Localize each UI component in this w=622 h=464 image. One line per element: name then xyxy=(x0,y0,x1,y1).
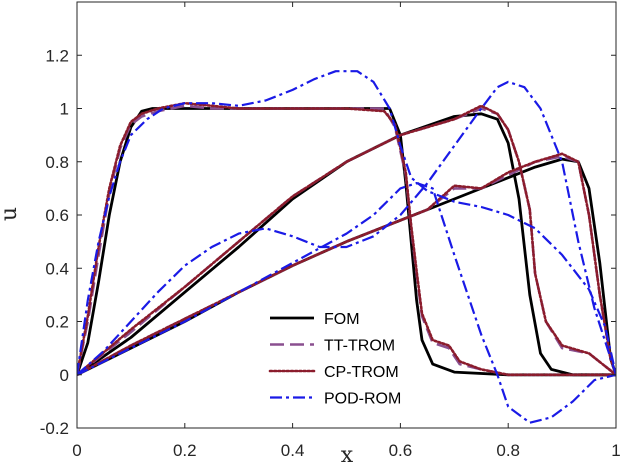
x-tick-label: 0.6 xyxy=(389,441,413,460)
y-tick-label: 1.2 xyxy=(45,46,69,65)
legend-label-fom: FOM xyxy=(324,311,360,328)
x-tick-label: 0.4 xyxy=(281,441,305,460)
legend: FOM TT-TROM CP-TROM POD-ROM xyxy=(268,311,401,408)
y-tick-label: 0 xyxy=(60,366,69,385)
legend-label-pod-rom: POD-ROM xyxy=(324,391,401,408)
series-line-cp-trom-1 xyxy=(77,101,616,377)
y-axis-label: u xyxy=(0,207,22,221)
x-axis-label: x xyxy=(341,443,354,464)
x-tick-label: 0.8 xyxy=(496,441,520,460)
y-tick-label: 0.2 xyxy=(45,313,69,332)
y-tick-label: -0.2 xyxy=(40,419,69,438)
axes: 0 0.2 0.4 0.6 0.8 1-0.200.20.40.60.811.2 xyxy=(40,1,621,460)
series-line-fom-2 xyxy=(77,112,616,377)
legend-label-tt-trom: TT-TROM xyxy=(324,338,395,355)
series-line-pod-rom-1 xyxy=(77,70,616,376)
series-line-pod-rom-3 xyxy=(77,182,616,424)
x-tick-label: 0 xyxy=(72,441,81,460)
series-line-cp-trom-2 xyxy=(77,104,616,377)
series-line-pod-rom-2 xyxy=(77,80,616,376)
y-tick-label: 0.6 xyxy=(45,206,69,225)
x-tick-label: 0.2 xyxy=(173,441,197,460)
legend-label-cp-trom: CP-TROM xyxy=(324,364,399,381)
y-tick-label: 1 xyxy=(60,100,69,119)
y-tick-label: 0.8 xyxy=(45,153,69,172)
y-tick-label: 0.4 xyxy=(45,259,69,278)
x-tick-label: 1 xyxy=(611,441,620,460)
